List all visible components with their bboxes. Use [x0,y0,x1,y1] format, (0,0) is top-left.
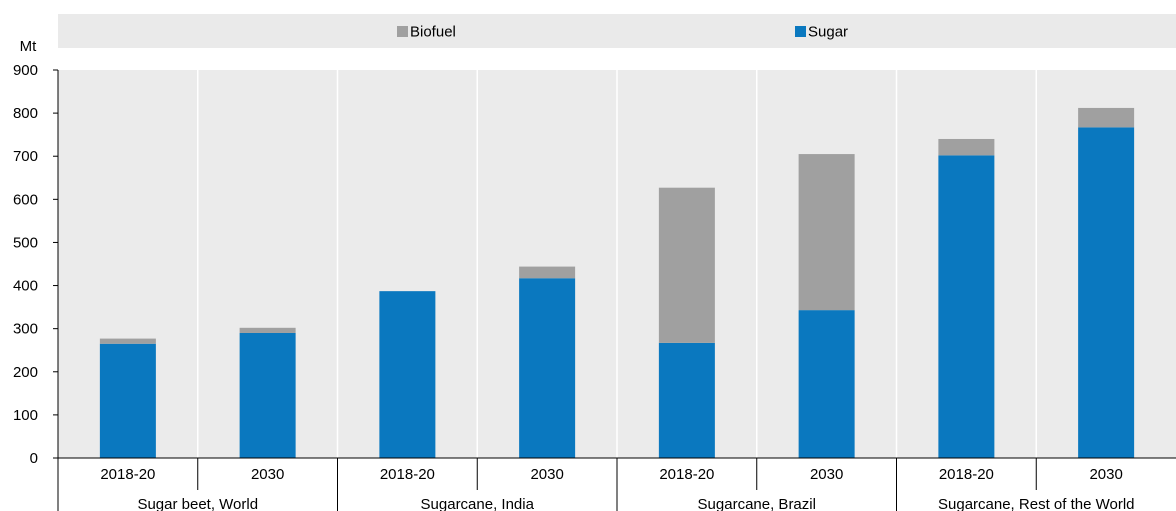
bar-sugar [658,342,715,458]
x-tick-label: 2030 [530,466,563,483]
legend-label-sugar: Sugar [808,24,848,41]
legend-background [58,14,1176,48]
bar-biofuel [519,266,576,279]
legend: Biofuel Sugar [397,24,848,41]
bar-sugar [379,291,436,458]
legend-label-biofuel: Biofuel [410,24,456,41]
y-tick-label: 400 [13,278,38,295]
category-separators [197,70,1037,458]
y-axis-unit-label: Mt [20,38,37,55]
y-tick-label: 700 [13,148,38,165]
y-tick-label: 200 [13,364,38,381]
group-label: Sugarcane, India [421,496,535,511]
bar-biofuel [658,187,715,343]
bars [99,107,1135,459]
legend-swatch-biofuel [397,26,408,37]
bar-sugar [99,343,156,458]
x-tick-label: 2018-20 [380,466,435,483]
bar-sugar [519,278,576,458]
y-tick-label: 900 [13,62,38,79]
bar-biofuel [239,327,296,333]
legend-swatch-sugar [795,26,806,37]
x-tick-label: 2030 [810,466,843,483]
bar-sugar [798,310,855,458]
y-tick-label: 0 [30,450,38,467]
bar-biofuel [798,154,855,311]
y-tick-label: 500 [13,234,38,251]
x-tick-label: 2018-20 [100,466,155,483]
bar-sugar [938,155,995,459]
y-tick-label: 800 [13,105,38,122]
bar-biofuel [99,338,156,344]
y-tick-label: 100 [13,407,38,424]
group-label: Sugar beet, World [137,496,258,511]
y-axis: 0 100 200 300 400 500 600 700 800 900 [13,62,59,467]
y-tick-label: 600 [13,191,38,208]
bar-biofuel [938,138,995,156]
x-tick-label: 2018-20 [659,466,714,483]
bar-sugar [1078,127,1135,459]
group-label: Sugarcane, Rest of the World [938,496,1135,511]
bar-biofuel [1078,107,1135,128]
group-label: Sugarcane, Brazil [698,496,816,511]
x-tick-label: 2030 [251,466,284,483]
x-axis: 2018-20 2030 2018-20 2030 2018-20 2030 2018-20… [57,457,1176,511]
x-tick-label: 2018-20 [939,466,994,483]
y-tick-label: 300 [13,321,38,338]
x-tick-label: 2030 [1089,466,1122,483]
bar-sugar [239,332,296,458]
